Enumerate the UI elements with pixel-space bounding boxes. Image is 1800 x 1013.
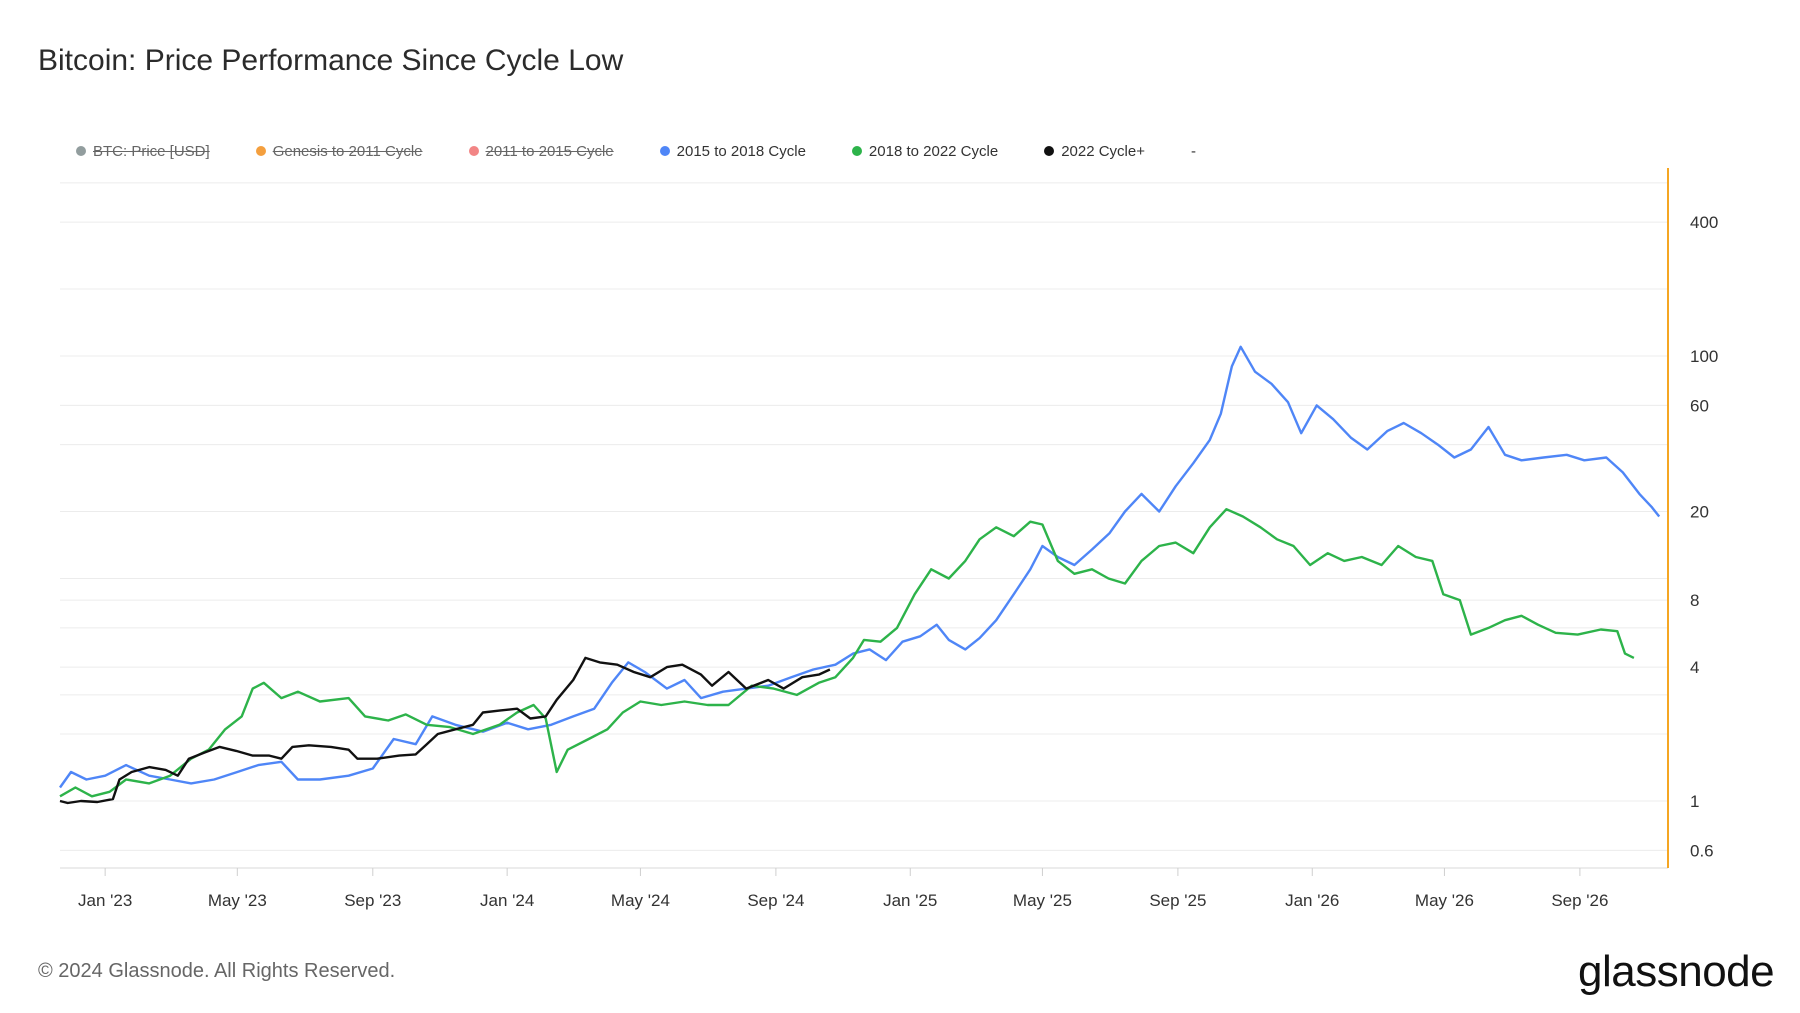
legend-dot-icon [851, 146, 862, 156]
copyright-text: © 2024 Glassnode. All Rights Reserved. [38, 960, 396, 982]
y-tick-label: 20 [1690, 503, 1709, 522]
legend-label: 2011 to 2015 Cycle [485, 142, 614, 160]
chart-title: Bitcoin: Price Performance Since Cycle L… [38, 44, 624, 77]
legend-dot-icon [659, 146, 670, 156]
series-layer [59, 345, 1661, 805]
series-line-2018-to-2022-cycle [59, 508, 1635, 798]
legend-dot-icon [1044, 146, 1055, 156]
y-tick-label: 60 [1690, 396, 1709, 415]
legend-item-2018-2022[interactable]: 2018 to 2022 Cycle [851, 142, 999, 160]
legend-label: 2015 to 2018 Cycle [676, 142, 806, 160]
x-tick-label: Sep '25 [1149, 891, 1206, 910]
legend-label: 2022 Cycle+ [1061, 142, 1145, 160]
legend-item-genesis-2011[interactable]: Genesis to 2011 Cycle [255, 142, 423, 160]
legend-item-dash[interactable]: - [1191, 143, 1196, 160]
x-tick-label: Jan '25 [883, 891, 937, 910]
x-tick-label: Jan '26 [1285, 891, 1339, 910]
y-tick-label: 8 [1690, 591, 1699, 610]
legend-label: BTC: Price [USD] [93, 142, 210, 160]
legend-dot-icon [468, 146, 479, 156]
x-tick-label: Jan '24 [480, 891, 534, 910]
legend-dot-icon [76, 146, 86, 156]
legend-item-btc-price[interactable]: BTC: Price [USD] [76, 143, 210, 160]
y-tick-label: 4 [1690, 658, 1699, 677]
brand-logo: glassnode [1578, 947, 1775, 996]
x-tick-label: Sep '26 [1551, 891, 1608, 910]
x-tick-label: May '26 [1415, 891, 1474, 910]
y-tick-label: 400 [1690, 213, 1718, 232]
legend: BTC: Price [USD] Genesis to 2011 Cycle 2… [76, 140, 1242, 162]
series-line-2015-to-2018-cycle [59, 345, 1661, 789]
legend-label: Genesis to 2011 Cycle [272, 142, 423, 160]
y-tick-label: 1 [1690, 792, 1699, 811]
x-tick-label: May '25 [1013, 891, 1072, 910]
legend-item-2011-2015[interactable]: 2011 to 2015 Cycle [468, 142, 614, 160]
legend-label: - [1191, 142, 1196, 160]
y-axis-ticks: 400 100 60 20 8 4 1 0.6 [1690, 213, 1718, 860]
legend-label: 2018 to 2022 Cycle [868, 142, 999, 160]
legend-dot-icon [255, 146, 266, 156]
grid-lines [60, 182, 1668, 869]
y-tick-label: 0.6 [1690, 841, 1714, 860]
x-tick-label: Sep '23 [344, 891, 401, 910]
x-tick-label: May '24 [611, 891, 670, 910]
x-tick-label: Jan '23 [78, 891, 132, 910]
y-tick-label: 100 [1690, 347, 1718, 366]
x-tick-label: May '23 [208, 891, 267, 910]
series-line-2022-cycle- [59, 656, 831, 805]
legend-item-2015-2018[interactable]: 2015 to 2018 Cycle [659, 142, 806, 160]
legend-item-2022-cycle[interactable]: 2022 Cycle+ [1044, 143, 1145, 160]
x-tick-label: Sep '24 [747, 891, 804, 910]
x-axis-ticks: Jan '23 May '23 Sep '23 Jan '24 May '24 Sep '… [78, 868, 1608, 910]
